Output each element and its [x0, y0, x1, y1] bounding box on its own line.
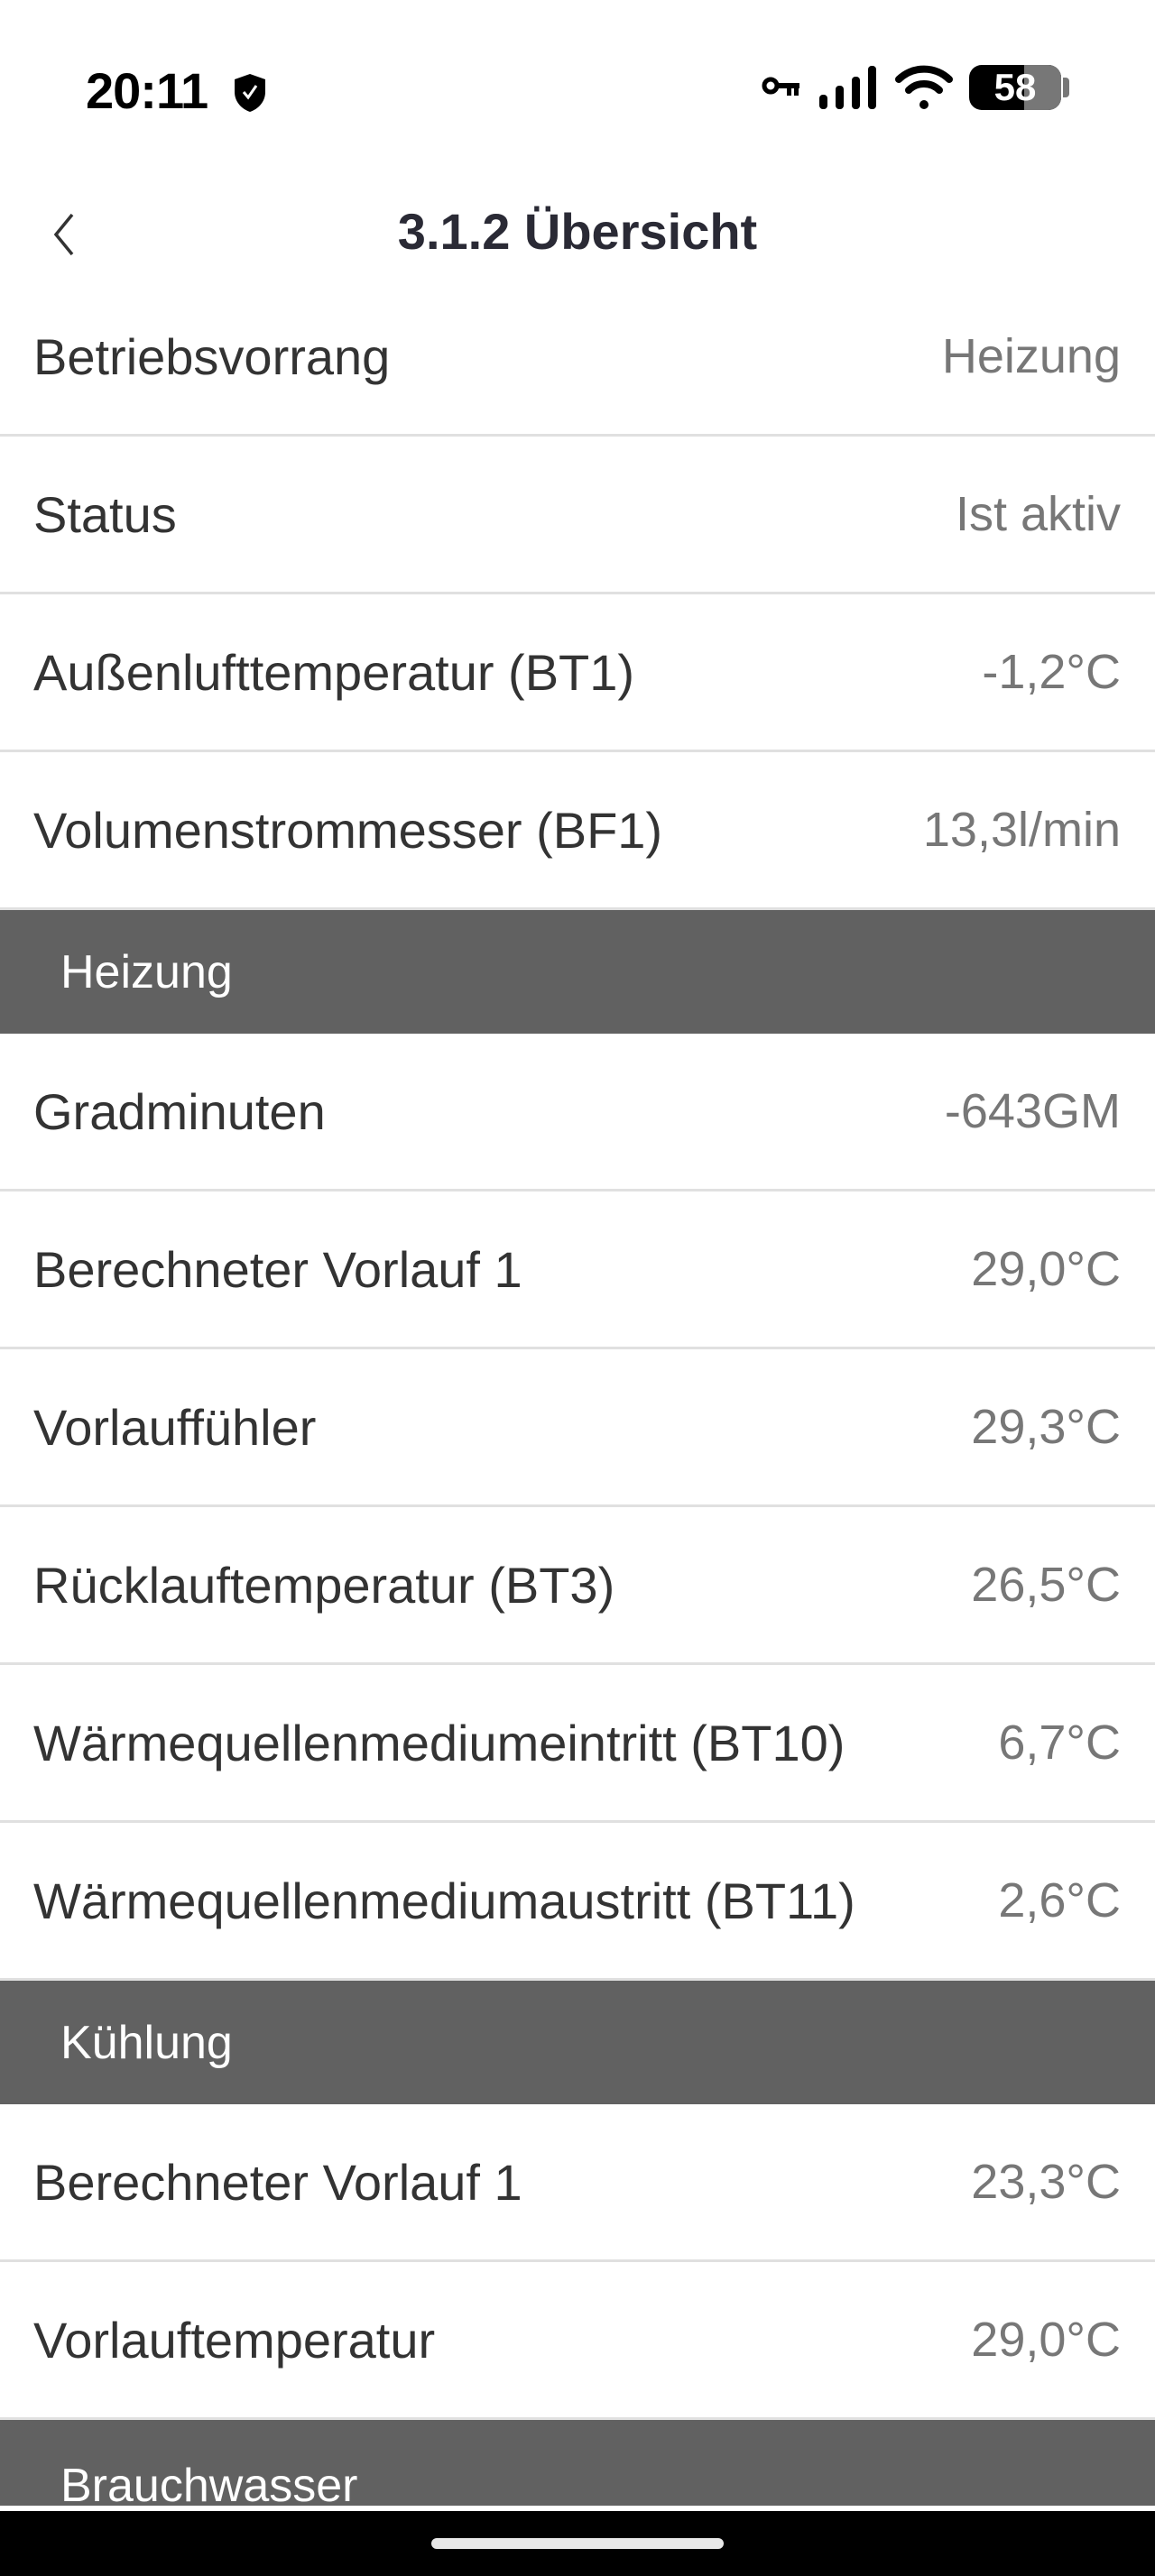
item-label: Rücklauftemperatur (BT3)	[33, 1556, 615, 1614]
item-label: Außenlufttemperatur (BT1)	[33, 643, 635, 701]
list-item: Vorlauftemperatur 29,0°C	[0, 2262, 1155, 2420]
item-value: 29,0°C	[971, 2313, 1121, 2367]
list-item: Rücklauftemperatur (BT3) 26,5°C	[0, 1507, 1155, 1665]
item-label: Berechneter Vorlauf 1	[33, 2153, 522, 2211]
item-value: 23,3°C	[971, 2155, 1121, 2209]
list-item: Volumenstrommesser (BF1) 13,3l/min	[0, 752, 1155, 910]
section-title: Brauchwasser	[60, 2460, 358, 2506]
item-value: 2,6°C	[998, 1873, 1121, 1927]
item-label: Berechneter Vorlauf 1	[33, 1240, 522, 1298]
vpn-key-icon	[762, 77, 799, 96]
item-label: Wärmequellenmediumeintritt (BT10)	[33, 1714, 845, 1771]
list-item: Vorlauffühler 29,3°C	[0, 1349, 1155, 1507]
home-gesture-handle[interactable]	[431, 2538, 724, 2549]
item-value: 29,3°C	[971, 1400, 1121, 1454]
wifi-icon	[895, 65, 953, 109]
item-value: -1,2°C	[982, 645, 1121, 699]
battery-level: 58	[993, 66, 1037, 108]
item-value: 6,7°C	[998, 1716, 1121, 1770]
item-label: Gradminuten	[33, 1082, 326, 1140]
item-value: -643GM	[944, 1084, 1121, 1138]
list-item: Wärmequellenmediumaustritt (BT11) 2,6°C	[0, 1823, 1155, 1981]
section-title: Heizung	[60, 945, 233, 998]
section-header-kuehlung: Kühlung	[0, 1981, 1155, 2104]
list-item: Berechneter Vorlauf 1 29,0°C	[0, 1191, 1155, 1349]
item-value: Heizung	[941, 329, 1121, 383]
page-title: 3.1.2 Übersicht	[397, 203, 758, 260]
battery-icon: 58	[969, 65, 1061, 110]
app-header: 3.1.2 Übersicht	[0, 171, 1155, 279]
list-item: Berechneter Vorlauf 1 23,3°C	[0, 2104, 1155, 2262]
list-item: Gradminuten -643GM	[0, 1034, 1155, 1191]
item-label: Wärmequellenmediumaustritt (BT11)	[33, 1872, 855, 1929]
list-item: Betriebsvorrang Heizung	[0, 279, 1155, 437]
item-value: 29,0°C	[971, 1242, 1121, 1296]
list-item: Wärmequellenmediumeintritt (BT10) 6,7°C	[0, 1665, 1155, 1823]
section-header-heizung: Heizung	[0, 910, 1155, 1034]
section-title: Kühlung	[60, 2016, 233, 2069]
signal-icon	[819, 66, 876, 109]
shield-check-icon	[235, 74, 265, 112]
item-label: Volumenstrommesser (BF1)	[33, 801, 663, 859]
battery-nub	[1063, 78, 1069, 97]
item-label: Vorlauftemperatur	[33, 2311, 436, 2369]
overview-list: Betriebsvorrang Heizung Status Ist aktiv A…	[0, 279, 1155, 2506]
section-header-brauchwasser: Brauchwasser	[0, 2420, 1155, 2506]
item-label: Status	[33, 485, 177, 543]
item-label: Betriebsvorrang	[33, 327, 391, 385]
item-value: 13,3l/min	[922, 803, 1121, 857]
item-value: 26,5°C	[971, 1558, 1121, 1612]
item-value: Ist aktiv	[955, 487, 1121, 541]
system-nav-bar	[0, 2511, 1155, 2576]
chevron-left-icon[interactable]	[45, 207, 81, 262]
status-time: 20:11	[86, 62, 208, 119]
list-item: Status Ist aktiv	[0, 437, 1155, 594]
status-bar: 20:11 58	[0, 0, 1155, 171]
item-label: Vorlauffühler	[33, 1398, 317, 1456]
list-item: Außenlufttemperatur (BT1) -1,2°C	[0, 594, 1155, 752]
